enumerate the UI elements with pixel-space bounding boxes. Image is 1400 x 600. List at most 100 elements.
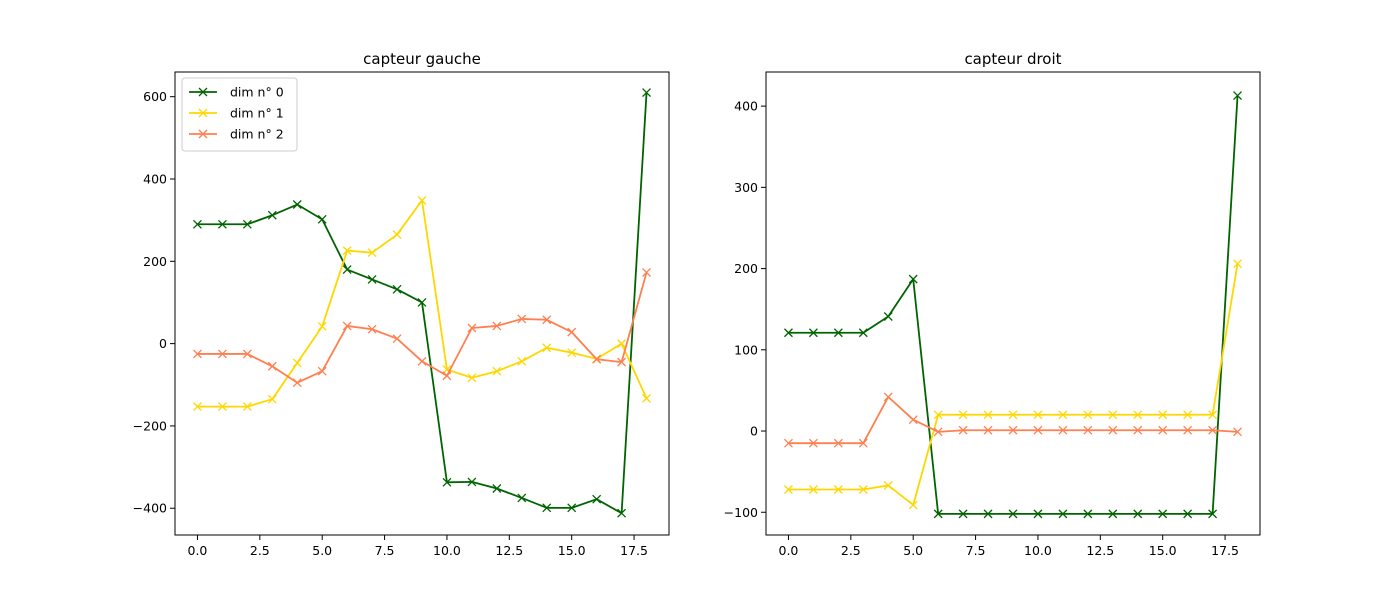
legend-box: [181, 77, 298, 152]
data-point-marker: [1233, 91, 1243, 101]
data-point-marker: [367, 324, 377, 334]
data-point-marker: [442, 477, 452, 487]
data-point-marker: [492, 321, 502, 331]
y-tick-label: 600: [143, 89, 167, 104]
legend-label: dim n° 1: [230, 106, 284, 121]
data-point-marker: [417, 195, 427, 205]
data-point-marker: [1008, 509, 1018, 519]
data-point-marker: [567, 503, 577, 513]
data-point-marker: [983, 410, 993, 420]
x-tick-label: 15.0: [558, 543, 586, 558]
x-tick-label: 17.5: [1211, 543, 1239, 558]
x-tick-label: 0.0: [188, 543, 208, 558]
data-point-marker: [833, 328, 843, 338]
x-tick-label: 12.5: [495, 543, 523, 558]
data-point-marker: [1158, 410, 1168, 420]
data-point-marker: [267, 210, 277, 220]
data-point-marker: [1208, 410, 1218, 420]
data-point-marker: [642, 267, 652, 277]
chart-capteur-gauche: capteur gauche 0.0 2.5 5.0 7.5 10.0 12.5 15.0 1…: [133, 50, 670, 558]
data-point-marker: [642, 88, 652, 98]
x-tick-label: 17.5: [620, 543, 648, 558]
data-point-marker: [417, 298, 427, 307]
data-point-marker: [908, 274, 918, 284]
data-point-marker: [783, 438, 793, 448]
y-tick-label: −100: [724, 505, 758, 520]
x-tick-label: 10.0: [433, 543, 461, 558]
data-point-marker: [908, 415, 918, 425]
data-point-marker: [1208, 425, 1218, 435]
data-point-marker: [1058, 509, 1068, 519]
data-point-marker: [1008, 425, 1018, 435]
data-point-marker: [1033, 410, 1043, 420]
data-point-marker: [392, 230, 402, 240]
data-point-marker: [492, 366, 502, 376]
series-line: [788, 263, 1239, 506]
data-point-marker: [933, 427, 943, 437]
x-tick-label: 12.5: [1086, 543, 1114, 558]
data-point-marker: [983, 425, 993, 435]
data-point-marker: [617, 508, 627, 518]
legend-label: dim n° 2: [230, 127, 284, 142]
data-point-marker: [192, 219, 202, 229]
data-point-marker: [1183, 425, 1193, 435]
data-point-marker: [1033, 425, 1043, 435]
data-point-marker: [217, 349, 227, 359]
data-point-marker: [1083, 425, 1093, 435]
data-point-marker: [1058, 425, 1068, 435]
data-point-marker: [317, 321, 327, 331]
data-point-marker: [1033, 509, 1043, 519]
data-point-marker: [542, 315, 552, 325]
data-point-marker: [267, 361, 277, 371]
series-line: [788, 396, 1238, 445]
axes-frame: [765, 71, 1261, 536]
data-point-marker: [367, 274, 377, 284]
data-point-marker: [242, 402, 252, 412]
data-point-marker: [883, 312, 893, 321]
y-tick-label: 100: [734, 342, 758, 357]
data-point-marker: [958, 410, 968, 420]
data-point-marker: [642, 393, 652, 403]
chart-title: capteur droit: [964, 50, 1061, 68]
data-point-marker: [517, 356, 527, 366]
legend-label: dim n° 0: [230, 85, 284, 100]
x-tick-label: 7.5: [966, 543, 986, 558]
data-point-marker: [808, 485, 818, 494]
data-point-marker: [833, 438, 843, 448]
data-point-marker: [1208, 509, 1218, 519]
data-point-marker: [467, 477, 477, 487]
legend-marker: [198, 129, 208, 139]
data-point-marker: [292, 200, 302, 209]
data-point-marker: [542, 343, 552, 353]
data-point-marker: [192, 349, 202, 359]
data-point-marker: [492, 484, 502, 493]
y-tick-label: −200: [133, 418, 167, 433]
data-point-marker: [292, 358, 302, 368]
y-tick-label: −400: [133, 501, 167, 516]
data-point-marker: [342, 265, 352, 275]
data-point-marker: [1083, 509, 1093, 519]
data-point-marker: [858, 485, 868, 494]
data-point-marker: [617, 357, 627, 367]
data-point-marker: [467, 323, 477, 333]
x-tick-label: 0.0: [779, 543, 799, 558]
data-point-marker: [808, 328, 818, 338]
data-point-marker: [217, 219, 227, 229]
data-point-marker: [933, 509, 943, 519]
x-tick-label: 15.0: [1149, 543, 1177, 558]
data-point-marker: [567, 327, 577, 337]
y-tick-label: 400: [143, 172, 167, 187]
data-point-marker: [808, 438, 818, 448]
data-point-marker: [417, 356, 427, 366]
data-point-marker: [392, 284, 402, 294]
data-point-marker: [392, 334, 402, 344]
data-point-marker: [1233, 427, 1243, 437]
data-point-marker: [242, 349, 252, 359]
data-point-marker: [783, 328, 793, 338]
legend-marker: [198, 108, 208, 118]
data-point-marker: [933, 410, 943, 420]
data-point-marker: [242, 219, 252, 229]
data-point-marker: [1133, 509, 1143, 519]
data-point-marker: [833, 485, 843, 494]
